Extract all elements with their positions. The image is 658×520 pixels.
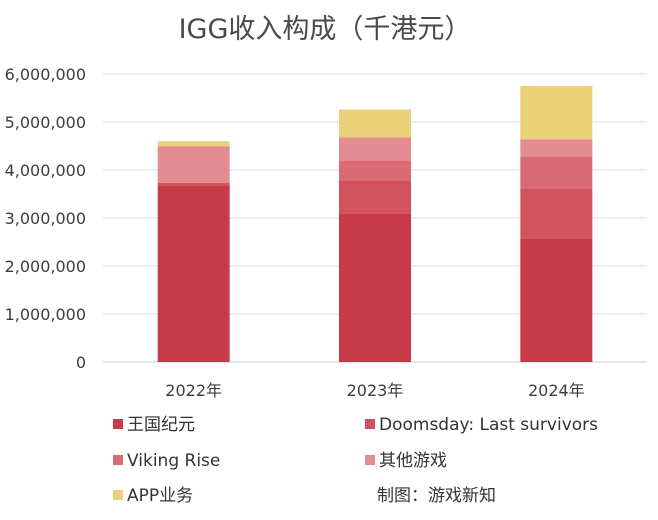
- x-tick-label: 2022年: [165, 381, 222, 400]
- bar-segment: [339, 213, 411, 362]
- bar-segment: [157, 146, 230, 183]
- legend-swatch: [113, 455, 123, 465]
- y-tick-label: 5,000,000: [5, 113, 86, 132]
- y-tick-label: 6,000,000: [5, 65, 86, 84]
- y-tick-label: 3,000,000: [5, 209, 86, 228]
- bar-segment: [157, 185, 230, 362]
- legend-label: 王国纪元: [127, 415, 195, 435]
- legend-swatch: [365, 419, 375, 429]
- y-axis-tick-labels: 0 1,000,000 2,000,000 3,000,000 4,000,000 5,0…: [5, 65, 86, 372]
- legend-swatch: [365, 455, 375, 465]
- bar-segment: [520, 156, 593, 189]
- bar-segment: [520, 188, 593, 239]
- x-axis-tick-labels: 2022年 2023年 2024年: [165, 381, 584, 400]
- legend-swatch: [113, 419, 123, 429]
- bar-segment: [157, 182, 230, 186]
- bar-segment: [520, 86, 593, 140]
- y-tick-label: 0: [76, 353, 86, 372]
- y-tick-label: 2,000,000: [5, 257, 86, 276]
- legend-label: Viking Rise: [127, 451, 220, 471]
- chart-title: IGG收入构成（千港元）: [179, 14, 472, 45]
- bar-segment: [157, 141, 230, 147]
- bar-segment: [339, 109, 411, 138]
- legend-label: 其他游戏: [379, 451, 447, 471]
- x-tick-label: 2024年: [528, 381, 585, 400]
- legend-swatch: [113, 490, 123, 500]
- bar-segment: [339, 180, 411, 214]
- bar-segment: [339, 137, 411, 161]
- source-annotation: 制图：游戏新知: [377, 486, 496, 506]
- legend: 王国纪元 Doomsday: Last survivors Viking Rise 其…: [113, 415, 598, 506]
- y-tick-label: 1,000,000: [5, 305, 86, 324]
- legend-label: APP业务: [127, 486, 193, 506]
- bar-segment: [520, 139, 593, 157]
- bar-segment: [520, 238, 593, 362]
- legend-label: Doomsday: Last survivors: [379, 415, 598, 435]
- y-tick-label: 4,000,000: [5, 161, 86, 180]
- x-tick-label: 2023年: [347, 381, 404, 400]
- bars: [157, 86, 593, 362]
- bar-segment: [339, 160, 411, 181]
